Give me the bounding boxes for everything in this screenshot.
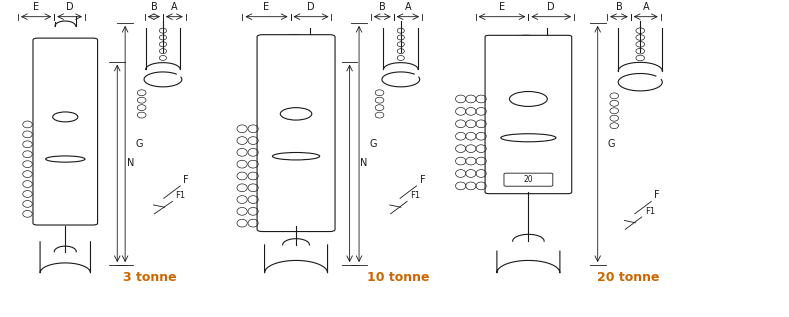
Text: B: B: [151, 2, 157, 12]
Text: G: G: [136, 139, 143, 149]
Text: E: E: [264, 2, 270, 12]
Text: 20: 20: [524, 175, 533, 184]
Text: 3 tonne: 3 tonne: [123, 271, 177, 284]
FancyBboxPatch shape: [33, 38, 98, 225]
Text: F1: F1: [175, 191, 185, 200]
Text: N: N: [128, 158, 135, 168]
Text: F: F: [420, 175, 425, 185]
Text: G: G: [369, 139, 377, 149]
Text: D: D: [307, 2, 315, 12]
Text: E: E: [33, 2, 39, 12]
Text: F1: F1: [410, 191, 421, 200]
Text: A: A: [405, 2, 411, 12]
Text: F1: F1: [645, 207, 655, 216]
Text: N: N: [360, 158, 367, 168]
Text: B: B: [615, 2, 623, 12]
Text: A: A: [171, 2, 178, 12]
Text: G: G: [608, 139, 615, 149]
Text: 20 tonne: 20 tonne: [597, 271, 660, 284]
Text: D: D: [548, 2, 555, 12]
Text: B: B: [379, 2, 386, 12]
Text: 10 tonne: 10 tonne: [367, 271, 429, 284]
FancyBboxPatch shape: [504, 173, 553, 186]
Text: E: E: [499, 2, 505, 12]
Text: F: F: [654, 190, 660, 200]
Text: D: D: [65, 2, 73, 12]
Text: F: F: [183, 175, 189, 185]
Text: A: A: [642, 2, 649, 12]
FancyBboxPatch shape: [257, 35, 335, 231]
FancyBboxPatch shape: [485, 35, 572, 194]
